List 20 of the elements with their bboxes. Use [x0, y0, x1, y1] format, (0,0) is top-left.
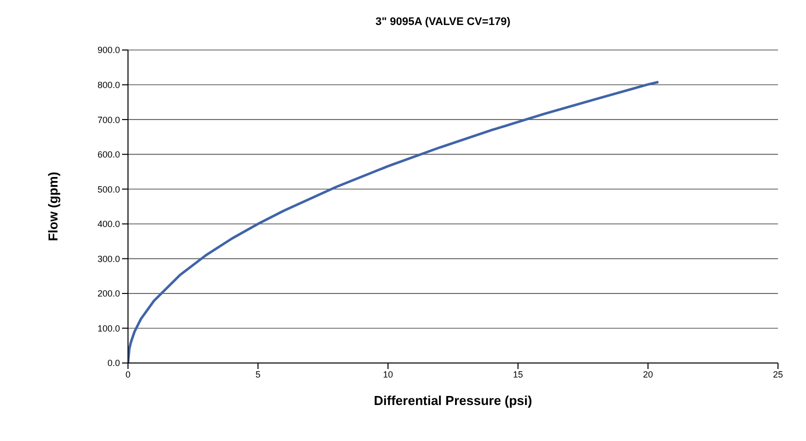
y-tick-label: 700.0 [97, 114, 120, 125]
y-tick-label: 900.0 [97, 45, 120, 56]
x-tick-label: 20 [642, 369, 654, 380]
y-tick-label: 0.0 [107, 358, 120, 368]
y-tick-label: 400.0 [97, 219, 120, 230]
y-tick-label: 800.0 [97, 80, 120, 90]
x-tick-label: 15 [512, 369, 524, 380]
y-tick-label: 100.0 [97, 323, 120, 334]
y-tick-label: 300.0 [97, 254, 120, 264]
x-tick-label: 25 [772, 369, 784, 380]
x-axis-title: Differential Pressure (psi) [374, 393, 532, 408]
y-tick-label: 500.0 [97, 184, 120, 194]
y-tick-label: 200.0 [97, 288, 120, 299]
line-series [128, 80, 660, 363]
x-tick-label: 0 [125, 369, 131, 380]
y-tick-label: 600.0 [97, 150, 120, 160]
x-tick-label: 5 [255, 369, 261, 380]
y-axis-title: Flow (gpm) [46, 172, 61, 242]
chart-title: 3" 9095A (VALVE CV=179) [374, 15, 512, 30]
x-tick-label: 10 [382, 369, 394, 380]
